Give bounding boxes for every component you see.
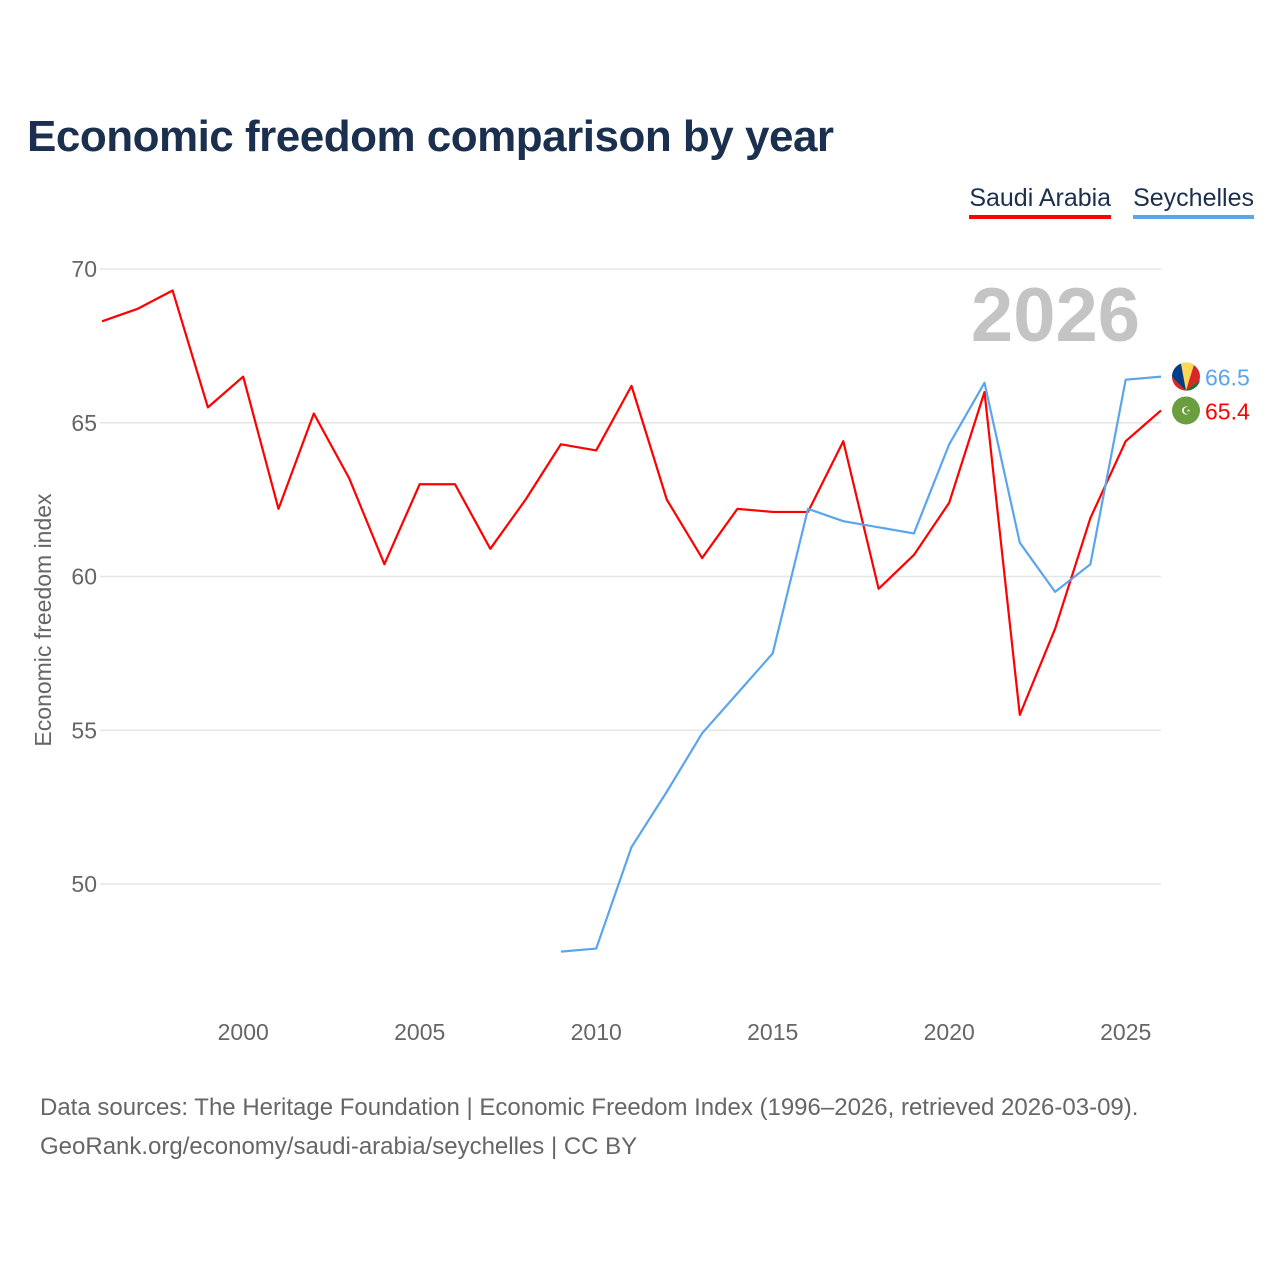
end-value-label: 65.4 (1205, 398, 1250, 424)
data-point (1087, 561, 1093, 567)
y-tick-label: 65 (71, 410, 97, 436)
data-point (664, 789, 670, 795)
y-tick-label: 70 (71, 256, 97, 282)
data-point (205, 404, 211, 410)
chart-title: Economic freedom comparison by year (27, 112, 834, 161)
data-point (99, 318, 105, 324)
x-tick-label: 2020 (924, 1019, 975, 1045)
data-point (770, 509, 776, 515)
source-link[interactable]: GeoRank.org/economy/saudi-arabia/seychel… (40, 1133, 638, 1160)
data-point (876, 524, 882, 530)
data-point (770, 650, 776, 656)
data-point (1017, 540, 1023, 546)
x-tick-label: 2000 (218, 1019, 269, 1045)
data-point (593, 946, 599, 952)
legend-saudi-arabia[interactable]: Saudi Arabia (969, 184, 1112, 219)
data-point (734, 690, 740, 696)
data-point (664, 497, 670, 503)
data-point (946, 441, 952, 447)
data-point (593, 447, 599, 453)
series-line-saudi-arabia (101, 289, 1162, 716)
data-point (346, 475, 352, 481)
y-tick-label: 60 (71, 564, 97, 590)
source-line: Data sources: The Heritage Foundation | … (40, 1094, 1139, 1121)
data-point (876, 586, 882, 592)
data-point (982, 380, 988, 386)
data-point (911, 530, 917, 536)
data-point (734, 506, 740, 512)
data-point (558, 949, 564, 955)
data-point (840, 518, 846, 524)
data-point (1087, 515, 1093, 521)
data-point (911, 552, 917, 558)
y-axis-label: Economic freedom index (30, 493, 56, 747)
data-point (1052, 626, 1058, 632)
data-point (276, 506, 282, 512)
series-line-seychelles (560, 375, 1162, 953)
data-point (805, 506, 811, 512)
data-point (1052, 589, 1058, 595)
data-point (699, 555, 705, 561)
saudi-arabia-flag-icon: ☪ (1172, 396, 1200, 425)
legend: Saudi Arabia Seychelles (969, 184, 1254, 219)
data-point (311, 411, 317, 417)
data-point (840, 438, 846, 444)
data-point (417, 481, 423, 487)
x-tick-label: 2010 (571, 1019, 622, 1045)
data-point (946, 500, 952, 506)
y-tick-label: 50 (71, 871, 97, 897)
year-watermark: 2026 (971, 273, 1140, 358)
x-tick-label: 2005 (394, 1019, 445, 1045)
data-point (452, 481, 458, 487)
data-point (1017, 712, 1023, 718)
source-note: Data sources: The Heritage Foundation | … (40, 1088, 1138, 1166)
data-point (558, 441, 564, 447)
seychelles-flag-icon (1172, 362, 1200, 391)
data-point (629, 844, 635, 850)
data-point (523, 497, 529, 503)
data-point (240, 374, 246, 380)
data-point (1158, 407, 1164, 413)
end-value-label: 66.5 (1205, 365, 1250, 391)
data-point (699, 730, 705, 736)
legend-seychelles[interactable]: Seychelles (1133, 184, 1254, 219)
y-tick-label: 55 (71, 717, 97, 743)
data-point (134, 306, 140, 312)
svg-text:☪: ☪ (1181, 405, 1191, 417)
data-point (629, 383, 635, 389)
data-point (170, 288, 176, 294)
data-point (1123, 377, 1129, 383)
data-point (487, 546, 493, 552)
x-tick-label: 2015 (747, 1019, 798, 1045)
data-point (1158, 374, 1164, 380)
data-point (381, 561, 387, 567)
data-point (1123, 438, 1129, 444)
x-tick-label: 2025 (1100, 1019, 1151, 1045)
